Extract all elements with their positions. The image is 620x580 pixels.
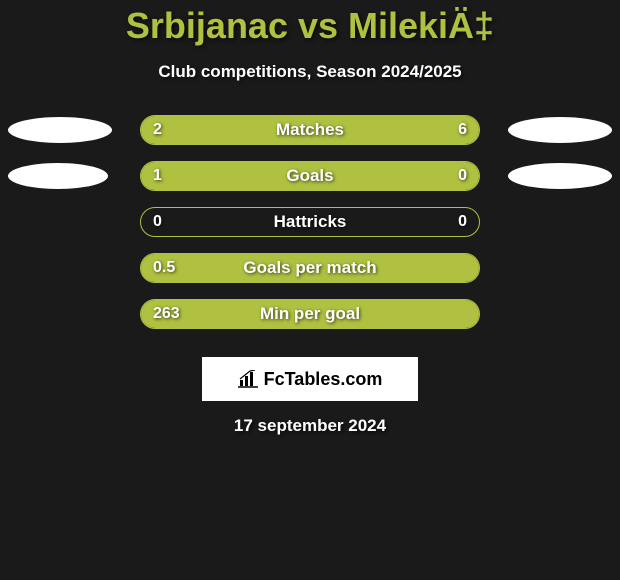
bar-segment-left — [141, 254, 479, 282]
stat-bar: 26Matches — [140, 115, 480, 145]
page-title: Srbijanac vs MilekiÄ‡ — [0, 5, 620, 47]
bar-segment-right — [405, 162, 479, 190]
bar-segment-neutral — [141, 208, 479, 236]
stat-bar: 10Goals — [140, 161, 480, 191]
subtitle: Club competitions, Season 2024/2025 — [0, 62, 620, 82]
stat-row: 10Goals — [0, 153, 620, 199]
stat-row: 0.5Goals per match — [0, 245, 620, 291]
comparison-widget: Srbijanac vs MilekiÄ‡ Club competitions,… — [0, 0, 620, 436]
bar-segment-left — [141, 300, 479, 328]
bar-segment-left — [141, 162, 405, 190]
stat-row: 26Matches — [0, 107, 620, 153]
brand-text: FcTables.com — [264, 369, 383, 390]
bar-chart-icon — [238, 370, 260, 388]
brand-box[interactable]: FcTables.com — [202, 357, 418, 401]
player-left-marker — [8, 117, 112, 143]
bar-segment-left — [141, 116, 215, 144]
player-right-marker — [508, 163, 612, 189]
date-label: 17 september 2024 — [0, 416, 620, 436]
stat-row: 263Min per goal — [0, 291, 620, 337]
player-right-marker — [508, 117, 612, 143]
stat-bar: 263Min per goal — [140, 299, 480, 329]
bar-segment-right — [215, 116, 479, 144]
stat-row: 00Hattricks — [0, 199, 620, 245]
stat-bar: 00Hattricks — [140, 207, 480, 237]
stat-bar: 0.5Goals per match — [140, 253, 480, 283]
stats-region: 26Matches 10Goals 00Hattricks 0.5Goals per … — [0, 107, 620, 337]
player-left-marker — [8, 163, 108, 189]
